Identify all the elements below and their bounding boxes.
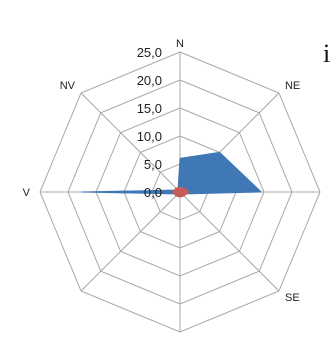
spoke-se [179,191,280,292]
spoke-nv [80,92,181,193]
margin-character: i [323,39,331,68]
radial-tick-label: 25,0 [137,45,162,60]
direction-label-n: N [176,38,184,50]
direction-labels: N NE SE V NV [23,38,301,304]
radar-series [81,151,262,198]
direction-label-se: SE [285,292,300,304]
direction-label-ne: NE [285,80,300,92]
radial-tick-labels: 0,0 5,0 10,0 15,0 20,0 25,0 [137,45,162,200]
spoke-sv [80,191,181,292]
radial-tick-label: 10,0 [137,129,162,144]
radial-tick-label: 15,0 [137,101,162,116]
series-area-2 [172,187,190,198]
series-area-1 [81,151,262,195]
radial-tick-label: 0,0 [144,185,162,200]
direction-label-v: V [23,187,31,199]
radial-tick-label: 5,0 [144,157,162,172]
direction-label-nv: NV [60,80,76,92]
radial-tick-label: 20,0 [137,73,162,88]
